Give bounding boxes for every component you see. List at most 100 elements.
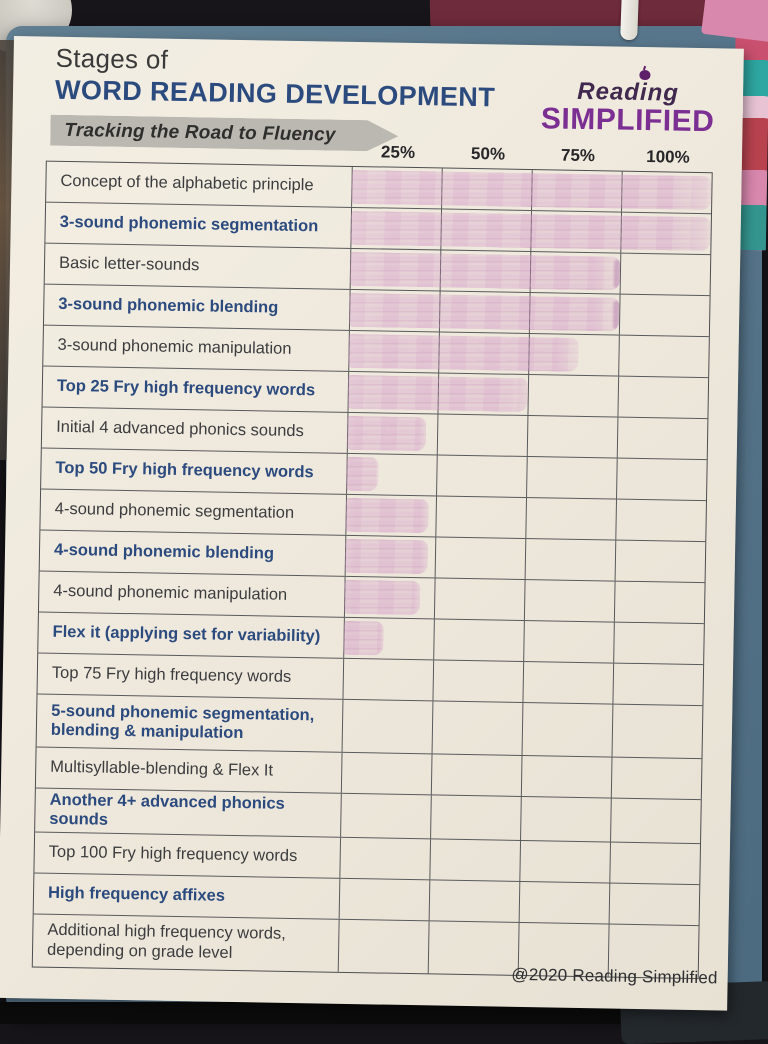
progress-cell-25	[340, 752, 432, 795]
skill-label: Additional high frequency words, dependi…	[46, 921, 287, 962]
progress-cell-100	[613, 622, 704, 665]
progress-cell-100	[617, 376, 709, 419]
progress-cell-75	[519, 840, 611, 883]
skill-label: Flex it (applying set for variability)	[52, 623, 321, 646]
progress-cell-100	[618, 294, 710, 337]
progress-cell-50	[431, 701, 523, 755]
progress-cell-100	[612, 663, 704, 706]
progress-cell-25	[348, 289, 440, 332]
progress-cell-75	[528, 293, 620, 335]
progress-cell-75	[523, 620, 614, 663]
progress-cell-100	[614, 540, 706, 583]
skill-label: 3-sound phonemic segmentation	[59, 213, 319, 236]
progress-cell-100	[610, 798, 701, 844]
logo-word-simplified: SIMPLIFIED	[540, 102, 715, 139]
skill-label: Top 75 Fry high frequency words	[51, 664, 292, 687]
logo-word-reading: Reading	[577, 77, 680, 107]
progress-cell-25	[344, 535, 436, 578]
progress-cell-25	[343, 576, 435, 619]
progress-cell-75	[530, 211, 622, 253]
progress-cell-100	[615, 499, 706, 542]
skill-label: Initial 4 advanced phonics sounds	[56, 418, 304, 441]
progress-cell-75	[520, 755, 612, 798]
progress-cell-75	[531, 170, 622, 212]
progress-cell-50	[439, 250, 531, 293]
progress-cell-50	[436, 455, 527, 498]
progress-cell-25	[338, 878, 430, 921]
progress-cell-75	[521, 702, 613, 757]
progress-cell-25	[346, 453, 437, 496]
progress-cell-50	[438, 291, 530, 334]
progress-cell-50	[437, 373, 529, 416]
skill-label: Concept of the alphabetic principle	[60, 172, 314, 195]
progress-cell-75	[518, 881, 610, 924]
progress-cell-75	[529, 252, 621, 294]
progress-cell-25	[345, 494, 437, 537]
skill-label: High frequency affixes	[47, 883, 226, 906]
page-title-line2: WORD READING DEVELOPMENT	[54, 74, 496, 113]
subtitle-banner: Tracking the Road to Fluency	[50, 115, 398, 152]
progress-cell-25	[348, 330, 439, 373]
progress-cell-75	[526, 457, 617, 499]
skill-label: 3-sound phonemic blending	[58, 295, 279, 317]
skill-label: Top 25 Fry high frequency words	[56, 377, 316, 400]
progress-cell-100	[616, 458, 707, 501]
progress-cell-25	[337, 919, 429, 974]
subtitle-text: Tracking the Road to Fluency	[64, 119, 336, 146]
reading-simplified-logo: Reading SIMPLIFIED	[532, 69, 723, 139]
progress-cell-50	[430, 754, 522, 796]
progress-cell-50	[436, 414, 528, 457]
skill-label: 4-sound phonemic blending	[53, 541, 275, 563]
progress-cell-50	[434, 537, 526, 579]
progress-cell-25	[350, 207, 442, 250]
skill-label: 3-sound phonemic manipulation	[57, 336, 292, 359]
progress-cell-25	[341, 699, 433, 754]
progress-cell-25	[351, 166, 442, 209]
percent-column-headers: 25% 50% 75% 100%	[353, 142, 713, 168]
progress-cell-100	[610, 757, 702, 800]
column-header-25: 25%	[380, 142, 416, 163]
progress-cell-25	[342, 658, 434, 701]
progress-cell-50	[427, 921, 519, 975]
progress-cell-25	[346, 412, 438, 455]
progress-cell-75	[524, 539, 616, 581]
progress-cell-25	[347, 371, 439, 414]
progress-cell-75	[528, 334, 619, 376]
progress-cell-100	[609, 842, 701, 885]
skill-label: Basic letter-sounds	[58, 254, 200, 275]
progress-cell-25	[340, 793, 431, 839]
progress-cell-25	[339, 837, 431, 880]
progress-cell-50	[438, 332, 529, 375]
column-header-100: 100%	[646, 147, 690, 167]
progress-cell-75	[525, 498, 617, 540]
progress-cell-75	[522, 661, 614, 704]
skill-label: Another 4+ advanced phonics sounds	[49, 790, 285, 830]
progress-cell-100	[613, 581, 705, 624]
skill-label: 4-sound phonemic manipulation	[53, 582, 288, 605]
progress-cell-25	[343, 617, 434, 660]
tracking-sheet: Stages of WORD READING DEVELOPMENT Track…	[0, 36, 744, 1011]
progress-cell-75	[526, 416, 618, 458]
progress-cell-50	[433, 578, 525, 620]
progress-cell-50	[429, 839, 521, 881]
progress-cell-100	[616, 417, 708, 460]
skill-label: 4-sound phonemic segmentation	[54, 500, 295, 523]
progress-cell-100	[618, 335, 709, 378]
column-header-50: 50%	[470, 143, 506, 164]
progress-cell-50	[433, 619, 524, 661]
white-pen	[620, 0, 639, 41]
progress-cell-25	[349, 248, 441, 291]
skill-label: 5-sound phonemic segmentation, blending …	[50, 701, 315, 743]
progress-cell-100	[621, 171, 712, 214]
progress-cell-50	[440, 209, 532, 252]
progress-cell-100	[619, 253, 711, 296]
skill-label: Top 50 Fry high frequency words	[55, 459, 314, 482]
progress-cell-50	[432, 660, 524, 702]
skill-label: Top 100 Fry high frequency words	[48, 842, 298, 866]
progress-cell-100	[620, 212, 711, 255]
copyright-text: @2020 Reading Simplified	[511, 964, 718, 988]
progress-cell-100	[608, 883, 700, 926]
progress-cell-75	[527, 375, 619, 417]
column-header-75: 75%	[560, 145, 596, 166]
